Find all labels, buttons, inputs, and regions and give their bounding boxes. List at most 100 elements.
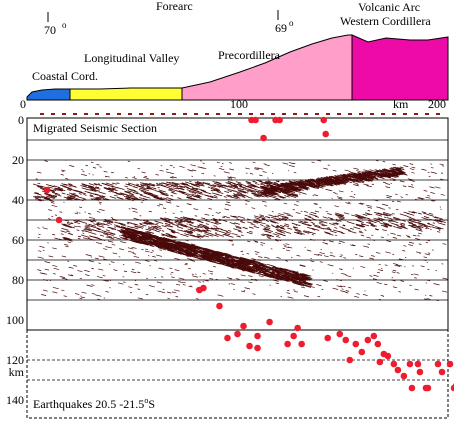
earthquake-hypocenter [438,368,446,376]
reflection-mark [190,254,196,257]
reflection-mark [137,168,141,170]
reflection-mark [154,260,158,262]
reflection-mark [362,172,371,177]
reflection-mark [400,226,408,230]
reflection-mark [205,226,209,228]
reflection-mark [140,183,147,187]
reflection-mark [227,178,233,181]
reflection-mark [229,222,236,225]
reflection-mark [336,279,342,282]
reflection-mark [81,187,89,191]
reflection-mark [191,197,197,200]
reflection-mark [177,229,182,232]
reflection-mark [388,220,393,222]
reflection-mark [240,221,245,224]
reflection-mark [328,179,335,182]
reflection-mark [109,188,114,191]
reflection-mark [303,295,310,298]
reflection-mark [68,274,73,277]
reflection-mark [308,182,316,185]
earthquake-hypocenter [224,334,231,342]
reflection-mark [161,243,168,247]
reflection-mark [307,282,313,285]
reflection-mark [53,195,57,197]
reflection-mark [184,253,190,256]
reflection-mark [359,230,362,232]
reflection-mark [181,242,188,246]
reflection-mark [88,185,96,189]
reflection-mark [427,195,430,197]
reflection-mark [43,227,48,230]
station-marker [73,113,77,115]
reflection-mark [364,174,370,177]
reflection-mark [96,242,103,245]
reflection-mark [418,243,422,245]
reflection-mark [130,193,134,196]
reflection-mark [144,175,148,178]
reflection-mark [281,217,288,220]
reflection-mark [375,229,379,231]
reflection-mark [391,172,398,176]
reflection-mark [268,229,273,233]
reflection-mark [105,182,114,186]
reflection-mark [195,183,201,187]
reflection-mark [120,234,129,238]
earthquake-label-text: Earthquakes 20.5 -21.5 [33,397,144,411]
reflection-mark [367,243,371,245]
reflection-mark [276,274,283,277]
reflection-mark [264,190,271,194]
reflection-mark [267,188,274,191]
reflection-mark [184,225,194,229]
reflection-mark [87,237,96,241]
reflection-mark [249,190,256,193]
reflection-mark [279,269,283,272]
reflection-mark [203,234,209,238]
reflection-mark [166,233,173,236]
reflection-mark [239,188,243,190]
reflection-mark [171,176,177,179]
station-marker [370,113,374,115]
reflection-mark [377,173,380,175]
earthquake-hypocenter [324,334,332,342]
reflection-mark [230,259,239,263]
reflection-mark [287,296,294,299]
reflection-mark [133,234,139,237]
reflection-mark [93,223,98,226]
reflection-mark [340,254,343,256]
reflection-mark [298,182,306,185]
reflection-mark [35,199,42,202]
reflection-mark [105,188,113,191]
reflection-mark [418,212,422,215]
reflection-mark [275,180,280,183]
reflection-mark [149,222,155,225]
reflection-mark [396,200,401,203]
reflection-mark [53,188,59,191]
reflection-mark [147,186,152,189]
reflection-mark [126,198,134,201]
reflection-mark [296,254,301,257]
reflection-mark [370,224,377,227]
reflection-mark [73,194,79,197]
reflection-mark [309,238,315,241]
reflection-mark [233,195,241,199]
reflection-mark [295,277,299,280]
reflection-mark [157,290,164,293]
reflection-mark [367,219,377,224]
reflection-mark [389,169,394,172]
reflection-mark [165,201,172,204]
reflection-mark [262,274,267,277]
reflection-mark [41,294,47,296]
reflection-mark [266,236,271,238]
reflection-mark [93,218,97,221]
reflection-mark [113,194,118,197]
reflection-mark [338,240,345,243]
reflection-mark [300,273,307,277]
reflection-mark [74,199,78,201]
reflection-mark [274,268,280,271]
reflection-mark [210,227,217,230]
forearc-label: Forearc [156,0,193,13]
reflection-mark [157,205,160,207]
reflection-mark [301,185,305,188]
reflection-mark [264,265,273,269]
